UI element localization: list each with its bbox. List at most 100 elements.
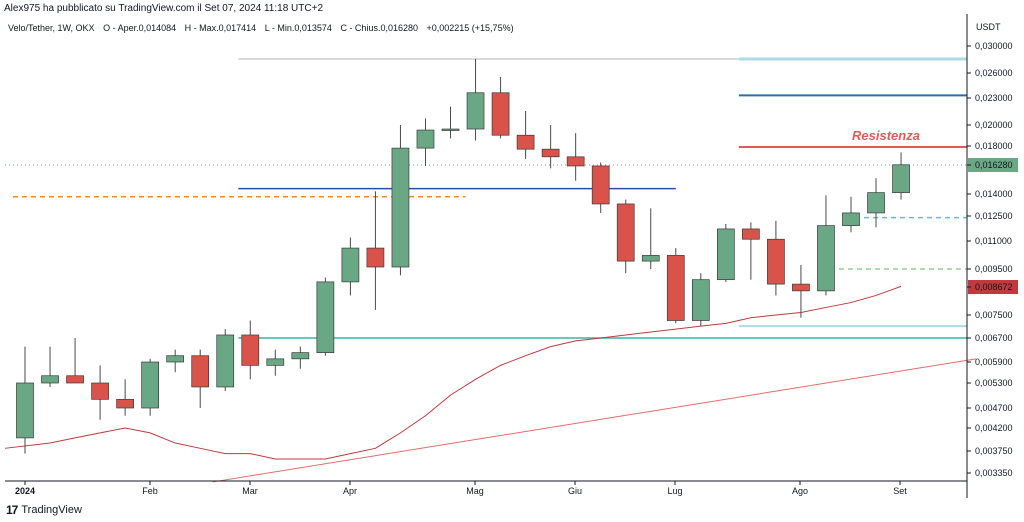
y-tick-label: 0,003750 xyxy=(975,446,1013,456)
candle-body xyxy=(266,358,285,366)
y-tick-label: 0,004700 xyxy=(975,403,1013,413)
candle xyxy=(742,222,760,280)
candle xyxy=(641,208,660,269)
trendline xyxy=(212,358,977,483)
candle xyxy=(91,365,109,420)
candle-body xyxy=(616,203,635,262)
candle xyxy=(341,237,360,296)
candle xyxy=(66,338,84,384)
brand-name: TradingView xyxy=(21,504,82,516)
y-tick-label: 0,012500 xyxy=(975,211,1013,221)
candles xyxy=(16,59,910,454)
horizontal-levels xyxy=(5,57,967,339)
candle xyxy=(441,106,460,139)
candle xyxy=(316,277,335,356)
candle-body xyxy=(441,128,460,131)
candle xyxy=(391,125,410,276)
y-tick-label: 0,018000 xyxy=(975,141,1013,151)
candle-body xyxy=(641,255,660,262)
y-tick-label: 0,008672 xyxy=(975,282,1013,292)
candle xyxy=(166,349,185,373)
x-tick-label: Apr xyxy=(343,486,357,496)
candle-body xyxy=(216,334,235,388)
candle xyxy=(491,76,510,139)
y-tick-label: 0,006700 xyxy=(975,333,1013,343)
legend-symbol[interactable]: Velo/Tether, 1W, OKX xyxy=(8,23,95,33)
candle-body xyxy=(541,148,560,158)
candle-body xyxy=(291,352,310,360)
moving-average-line xyxy=(4,285,902,460)
candle-body xyxy=(792,283,810,292)
legend-open: O - Aper.0,014084 xyxy=(103,23,177,33)
y-tick-label: 0,009500 xyxy=(975,264,1013,274)
candle xyxy=(666,248,685,324)
candle xyxy=(516,111,535,160)
trendlines xyxy=(4,285,977,483)
x-tick-label: Giu xyxy=(568,486,582,496)
candle-body xyxy=(116,398,134,409)
candle-body xyxy=(566,156,585,167)
candle xyxy=(691,273,710,327)
footer: 17 TradingView xyxy=(6,503,82,517)
y-tick-label: 0,020000 xyxy=(975,120,1013,130)
candle-body xyxy=(66,375,84,384)
y-tick-label: 0,023000 xyxy=(975,93,1013,103)
legend-high: H - Max.0,017414 xyxy=(184,23,257,33)
x-tick-label: 2024 xyxy=(15,486,35,496)
candle-body xyxy=(141,361,159,409)
candle-body xyxy=(366,247,385,268)
candle-body xyxy=(666,255,685,321)
candle xyxy=(366,191,385,310)
candle-body xyxy=(341,247,360,283)
candle xyxy=(541,125,560,169)
legend-low: L - Min.0,013574 xyxy=(264,23,332,33)
axes: 0,030000 0,026000 0,023000 0,020000 0,018000… xyxy=(5,14,1018,498)
candle xyxy=(216,329,235,392)
y-tick-label: 0,007500 xyxy=(975,310,1013,320)
ohlc-legend: Velo/Tether, 1W, OKX O - Aper.0,014084 H… xyxy=(8,23,520,33)
candle xyxy=(892,152,910,200)
legend-close: C - Chius.0,016280 xyxy=(340,23,418,33)
y-tick-label: 0,011000 xyxy=(975,236,1012,246)
ma-tag xyxy=(968,280,1018,294)
candle-body xyxy=(91,382,109,400)
candle xyxy=(616,199,635,274)
candle xyxy=(416,118,435,166)
candle xyxy=(817,195,835,296)
candle xyxy=(716,223,735,282)
candle xyxy=(141,358,159,416)
candle-body xyxy=(316,281,335,353)
published-by-text: Alex975 ha pubblicato su TradingView.com… xyxy=(4,3,323,14)
candle xyxy=(566,133,585,181)
candle-body xyxy=(416,129,435,149)
y-tick-label: 0,016280 xyxy=(975,160,1013,170)
y-tick-label: 0,004200 xyxy=(975,423,1013,433)
legend-change: +0,002215 (+15,75%) xyxy=(426,23,514,33)
y-tick-label: 0,005300 xyxy=(975,378,1013,388)
candle xyxy=(241,320,260,380)
candle-body xyxy=(767,238,785,285)
tradingview-logo-icon: 17 xyxy=(6,503,18,517)
candle-body xyxy=(391,147,410,268)
x-tick-label: Mar xyxy=(242,486,258,496)
candle xyxy=(16,346,34,454)
candle xyxy=(842,196,860,233)
candle-body xyxy=(491,92,510,136)
x-tick-label: Mag xyxy=(466,486,484,496)
candle-body xyxy=(191,355,210,388)
candle-body xyxy=(817,225,835,292)
candle xyxy=(116,379,134,416)
candle-body xyxy=(716,228,735,281)
candle xyxy=(792,265,810,318)
candle-body xyxy=(241,334,260,366)
candle-body xyxy=(691,279,710,321)
candle xyxy=(266,349,285,376)
price-tag xyxy=(968,158,1018,172)
candle xyxy=(466,59,485,141)
resistance-annotation: Resistenza xyxy=(852,128,920,143)
candle xyxy=(41,346,59,387)
y-tick-label: 0,005900 xyxy=(975,357,1013,367)
candle-body xyxy=(591,165,610,205)
candle-body xyxy=(892,164,910,193)
